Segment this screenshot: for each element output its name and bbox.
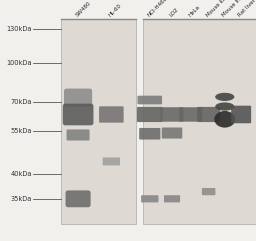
- Text: Rat liver: Rat liver: [238, 0, 256, 18]
- Ellipse shape: [214, 111, 235, 128]
- Bar: [143, 19, 256, 224]
- FancyBboxPatch shape: [64, 89, 92, 107]
- Ellipse shape: [215, 93, 234, 101]
- FancyBboxPatch shape: [164, 195, 180, 202]
- Text: NCI-H460: NCI-H460: [146, 0, 168, 18]
- FancyBboxPatch shape: [161, 107, 184, 122]
- FancyBboxPatch shape: [103, 158, 120, 165]
- Text: SW480: SW480: [74, 1, 92, 18]
- FancyBboxPatch shape: [67, 129, 90, 141]
- FancyBboxPatch shape: [137, 107, 163, 122]
- FancyBboxPatch shape: [63, 104, 93, 125]
- Bar: [61, 19, 136, 224]
- FancyBboxPatch shape: [179, 107, 202, 122]
- FancyBboxPatch shape: [139, 128, 160, 140]
- Text: 70kDa: 70kDa: [10, 100, 32, 105]
- Text: 100kDa: 100kDa: [6, 60, 32, 66]
- FancyBboxPatch shape: [99, 106, 124, 123]
- Ellipse shape: [215, 102, 234, 111]
- FancyBboxPatch shape: [202, 188, 216, 195]
- Text: HeLa: HeLa: [187, 5, 201, 18]
- Text: 40kDa: 40kDa: [10, 171, 32, 176]
- FancyBboxPatch shape: [141, 195, 158, 202]
- Text: 35kDa: 35kDa: [11, 196, 32, 202]
- Text: LO2: LO2: [168, 7, 179, 18]
- FancyBboxPatch shape: [137, 96, 162, 104]
- Text: HL-60: HL-60: [108, 3, 123, 18]
- FancyBboxPatch shape: [197, 107, 220, 122]
- FancyBboxPatch shape: [66, 190, 91, 207]
- FancyBboxPatch shape: [162, 127, 182, 139]
- Text: 55kDa: 55kDa: [10, 128, 32, 134]
- Text: Mouse kidney: Mouse kidney: [205, 0, 236, 18]
- FancyBboxPatch shape: [231, 106, 251, 123]
- Text: 130kDa: 130kDa: [6, 26, 32, 32]
- Text: Mouse liver: Mouse liver: [221, 0, 247, 18]
